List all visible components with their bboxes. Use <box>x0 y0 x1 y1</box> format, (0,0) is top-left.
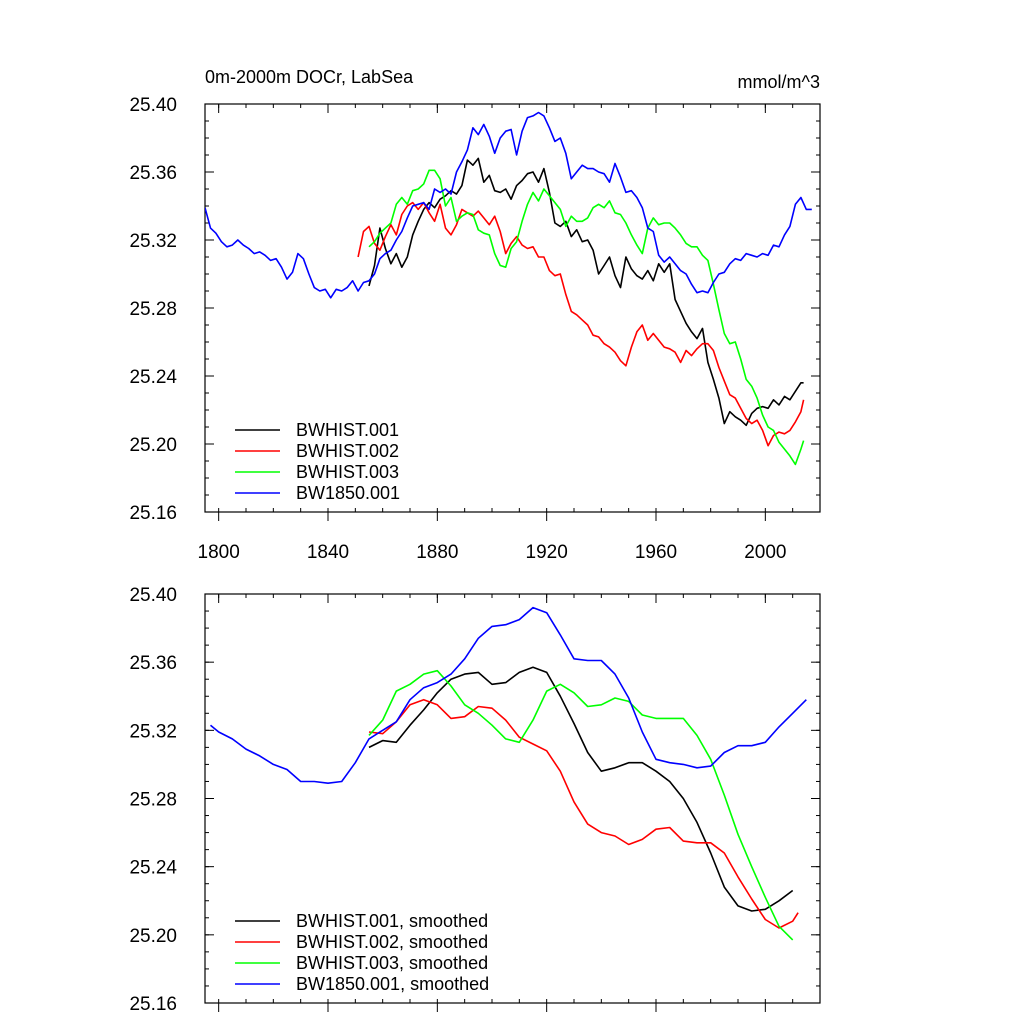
x-tick-label: 1880 <box>416 542 458 563</box>
y-tick-label: 25.40 <box>129 95 177 116</box>
legend-label: BW1850.001 <box>296 483 400 503</box>
series-line-bwhist-002-smoothed <box>368 698 799 929</box>
y-tick-label: 25.36 <box>129 163 177 184</box>
y-tick-label: 25.40 <box>129 585 177 606</box>
legend-label: BWHIST.003 <box>296 462 399 482</box>
y-tick-label: 25.20 <box>129 926 177 947</box>
y-tick-label: 25.16 <box>129 994 177 1015</box>
legend-label: BWHIST.002 <box>296 441 399 461</box>
chart-title: 0m-2000m DOCr, LabSea <box>205 67 414 87</box>
series-group <box>209 606 807 941</box>
y-tick-label: 25.36 <box>129 653 177 674</box>
series-line-bwhist-001 <box>368 157 804 427</box>
y-tick-label: 25.20 <box>129 435 177 456</box>
x-tick-label: 2000 <box>744 542 786 563</box>
y-tick-label: 25.24 <box>129 858 177 879</box>
top-panel: 25.16 25.20 25.24 25.28 25.32 25.36 25.40 1800 1… <box>129 67 821 563</box>
y-tick-label: 25.24 <box>129 367 177 388</box>
series-line-bwhist-003 <box>368 169 805 466</box>
series-line-bwhist-001-smoothed <box>368 666 794 912</box>
bottom-panel: 25.16 25.20 25.24 25.28 25.32 25.36 25.40 BWHIS… <box>129 585 821 1015</box>
y-tick-label: 25.16 <box>129 503 177 524</box>
series-line-bwhist-002 <box>357 201 805 447</box>
legend-label: BW1850.001, smoothed <box>296 974 489 994</box>
y-tick-label: 25.32 <box>129 231 177 252</box>
series-line-bw1850-001-smoothed <box>209 606 807 785</box>
x-tick-label: 1800 <box>198 542 240 563</box>
legend-label: BWHIST.002, smoothed <box>296 932 488 952</box>
units-label: mmol/m^3 <box>738 72 820 92</box>
x-tick-label: 1920 <box>526 542 568 563</box>
x-tick-label: 1960 <box>635 542 677 563</box>
legend-label: BWHIST.003, smoothed <box>296 953 488 973</box>
legend-label: BWHIST.001, smoothed <box>296 911 488 931</box>
series-line-bw1850-001 <box>205 111 812 299</box>
y-tick-label: 25.32 <box>129 721 177 742</box>
series-line-bwhist-003-smoothed <box>368 669 794 941</box>
x-tick-label: 1840 <box>307 542 349 563</box>
series-group <box>205 111 812 466</box>
y-tick-label: 25.28 <box>129 299 177 320</box>
y-tick-label: 25.28 <box>129 790 177 811</box>
legend-label: BWHIST.001 <box>296 420 399 440</box>
